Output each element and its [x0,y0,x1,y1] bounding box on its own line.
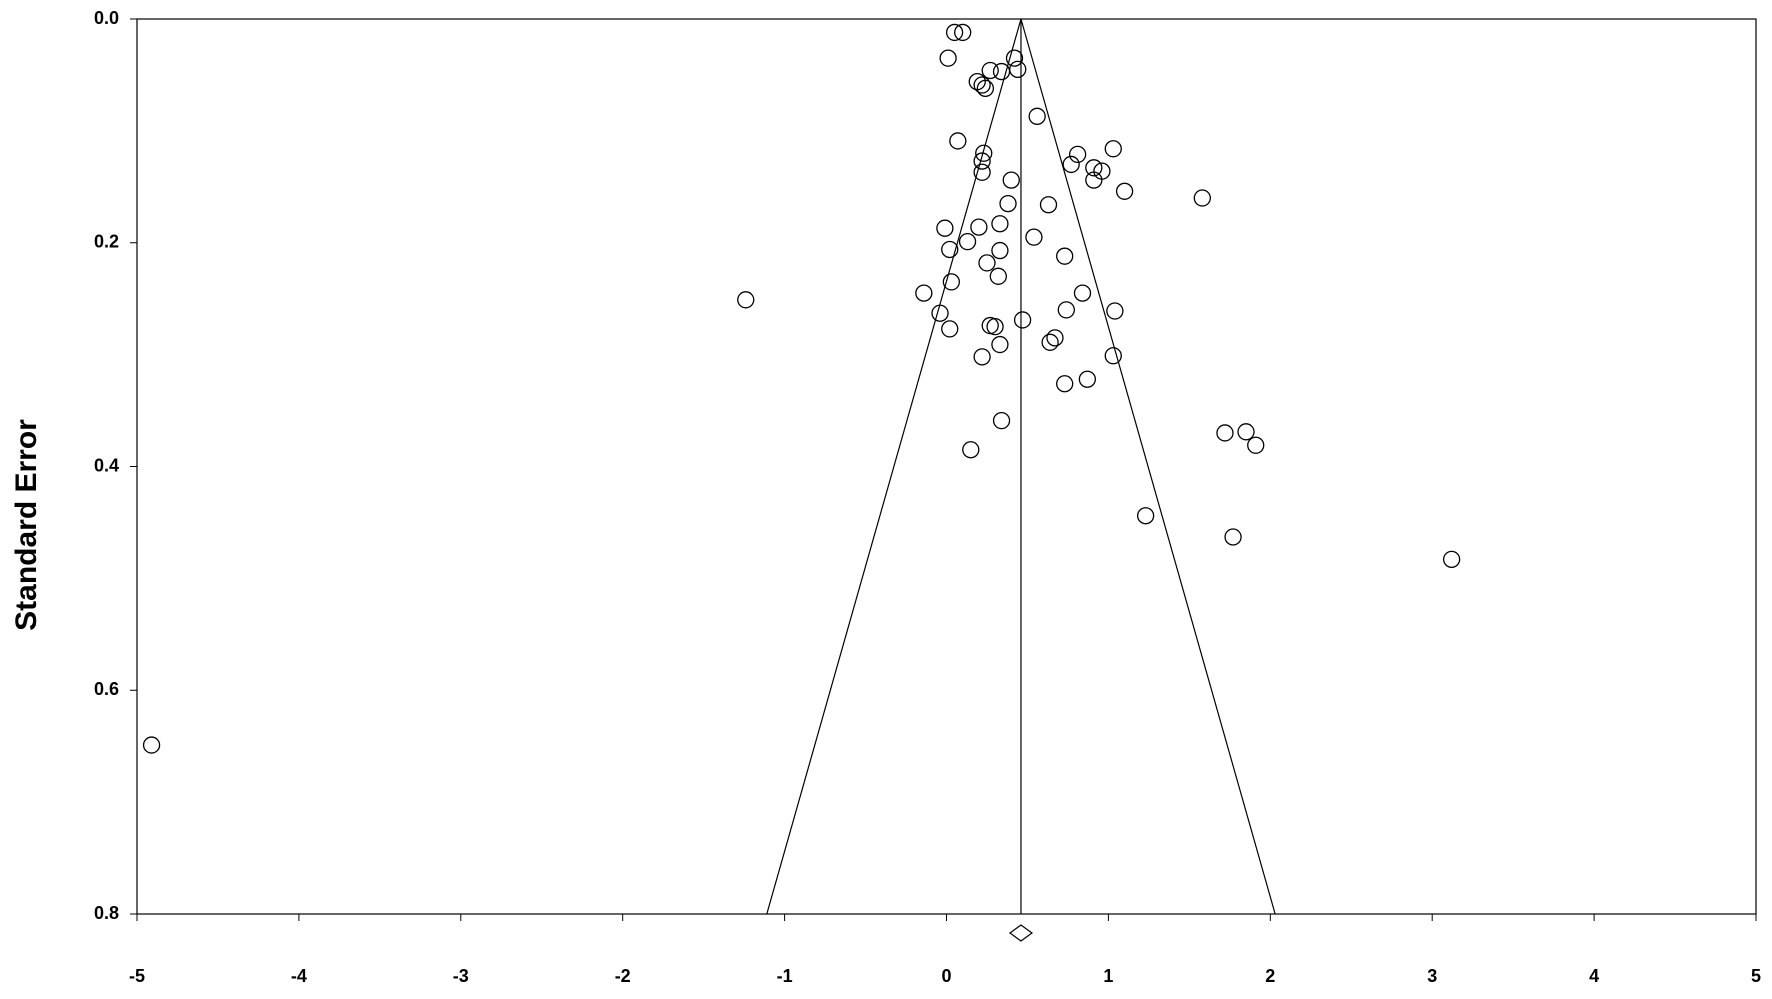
study-point [1056,247,1074,265]
x-tick-label: 3 [1427,966,1437,986]
study-point [1085,159,1103,177]
study-point [976,79,995,98]
study-point [1068,145,1087,164]
x-tick-label: -1 [777,966,793,986]
study-point [991,335,1009,354]
study-point [1136,507,1155,525]
study-point [973,76,991,94]
study-point [1013,311,1032,329]
study-point [1237,423,1255,441]
study-point [1442,550,1461,569]
y-tick-label: 0.6 [94,679,119,699]
study-point [962,441,980,459]
study-point [1056,375,1074,393]
study-point [1002,171,1020,189]
study-point [936,219,954,237]
study-point [737,291,755,309]
study-point [981,61,999,80]
study-point [939,49,957,67]
x-tick-label: -5 [129,966,145,986]
study-point [1009,60,1027,78]
study-point [973,348,991,366]
study-point [1025,228,1043,246]
study-point [915,284,933,302]
funnel-line [1020,18,1276,915]
plot-frame [136,18,1757,915]
study-point [989,267,1007,285]
study-point [992,411,1011,430]
study-point [1106,302,1124,320]
y-tick-label: 0.8 [94,903,119,923]
study-point [970,218,988,236]
study-point [1085,171,1103,189]
study-point [1046,329,1064,347]
study-point [954,23,972,42]
study-point [1057,301,1075,319]
study-point [941,320,959,338]
x-tick-label: 2 [1265,966,1275,986]
study-point [1073,284,1092,302]
study-point [945,23,964,42]
y-tick-label: 0.2 [94,232,119,252]
study-point [931,304,949,322]
study-point [142,736,161,754]
study-point [1078,370,1097,388]
x-tick-label: 0 [941,966,951,986]
study-point [1028,107,1046,125]
study-point [1216,424,1234,442]
study-point [986,318,1004,336]
study-point [991,241,1009,260]
y-tick-label: 0.4 [94,455,119,475]
study-point [958,232,977,251]
study-point [973,152,991,170]
study-point [999,194,1017,213]
study-point [1062,155,1080,174]
study-point [1193,189,1211,207]
study-point [973,163,991,181]
study-point [1041,333,1059,351]
study-point [1039,196,1058,214]
study-point [991,215,1009,233]
x-tick-label: 4 [1589,966,1599,986]
study-point [942,273,961,291]
study-point [941,240,959,259]
study-point [949,132,967,150]
study-point [975,144,993,162]
x-tick-label: 5 [1751,966,1761,986]
study-point [1005,49,1024,67]
study-point [992,62,1011,81]
study-point [1104,347,1122,365]
x-tick-label: -2 [615,966,631,986]
study-point [1104,140,1122,158]
y-axis-title: Standard Error [10,419,43,631]
study-point [978,254,996,272]
pooled-diamond [1008,924,1033,942]
x-tick-label: -3 [453,966,469,986]
study-point [1115,182,1134,200]
x-tick-label: 1 [1103,966,1113,986]
study-point [1224,528,1242,546]
x-tick-label: -4 [291,966,307,986]
study-point [1247,436,1265,454]
y-tick-label: 0.0 [94,8,119,28]
